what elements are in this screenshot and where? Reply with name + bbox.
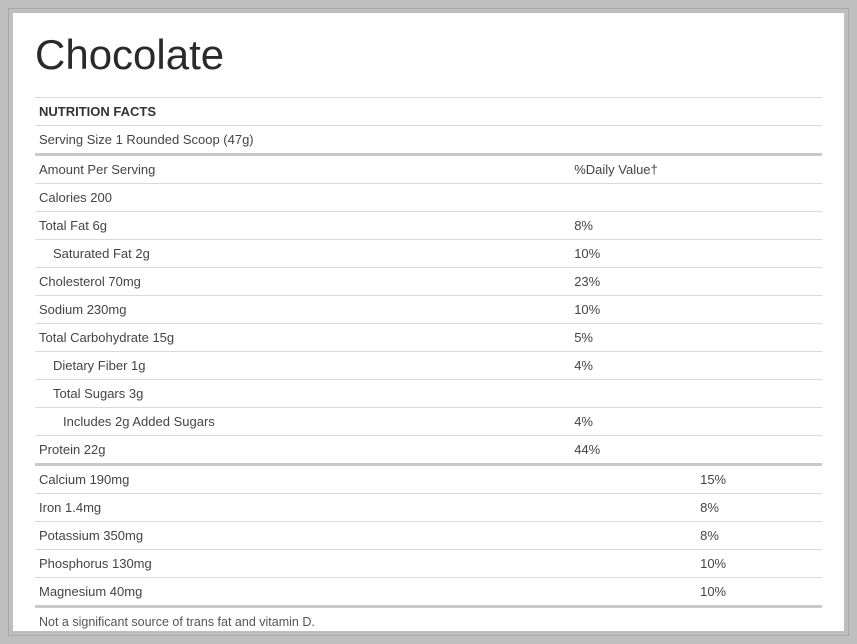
empty-cell bbox=[570, 550, 696, 578]
serving-size: Serving Size 1 Rounded Scoop (47g) bbox=[35, 126, 822, 155]
empty-cell bbox=[696, 212, 822, 240]
nutrient-label: Cholesterol 70mg bbox=[35, 268, 570, 296]
nutrient-row: Total Carbohydrate 15g5% bbox=[35, 324, 822, 352]
empty-cell bbox=[696, 408, 822, 436]
nutrient-dv: 5% bbox=[570, 324, 696, 352]
empty-cell bbox=[570, 578, 696, 607]
footnote-row: Not a significant source of trans fat an… bbox=[35, 607, 822, 632]
nutrient-label: Dietary Fiber 1g bbox=[35, 352, 570, 380]
nutrient-label: Total Sugars 3g bbox=[35, 380, 570, 408]
mineral-dv: 10% bbox=[696, 578, 822, 607]
nutrient-dv bbox=[570, 380, 696, 408]
amount-header-row: Amount Per Serving%Daily Value† bbox=[35, 155, 822, 184]
nutrient-label: Calories 200 bbox=[35, 184, 570, 212]
empty-cell bbox=[696, 184, 822, 212]
mineral-dv: 8% bbox=[696, 522, 822, 550]
nutrient-dv: 8% bbox=[570, 212, 696, 240]
nutrient-row: Total Sugars 3g bbox=[35, 380, 822, 408]
serving-row: Serving Size 1 Rounded Scoop (47g) bbox=[35, 126, 822, 155]
nutrient-dv: 10% bbox=[570, 240, 696, 268]
empty-cell bbox=[696, 324, 822, 352]
nutrient-row: Sodium 230mg10% bbox=[35, 296, 822, 324]
product-title: Chocolate bbox=[35, 31, 822, 79]
nutrient-label: Sodium 230mg bbox=[35, 296, 570, 324]
empty-cell bbox=[570, 465, 696, 494]
empty-cell bbox=[696, 155, 822, 184]
mineral-label: Calcium 190mg bbox=[35, 465, 570, 494]
mineral-row: Phosphorus 130mg 10% bbox=[35, 550, 822, 578]
mineral-label: Magnesium 40mg bbox=[35, 578, 570, 607]
empty-cell bbox=[696, 268, 822, 296]
empty-cell bbox=[570, 522, 696, 550]
empty-cell bbox=[696, 352, 822, 380]
nutrient-row: Dietary Fiber 1g4% bbox=[35, 352, 822, 380]
mineral-label: Iron 1.4mg bbox=[35, 494, 570, 522]
nutrition-facts-header: NUTRITION FACTS bbox=[35, 98, 822, 126]
mineral-row: Potassium 350mg 8% bbox=[35, 522, 822, 550]
nutrient-dv: 10% bbox=[570, 296, 696, 324]
nutrient-dv: 4% bbox=[570, 408, 696, 436]
window-frame: Chocolate NUTRITION FACTSServing Size 1 … bbox=[8, 8, 849, 636]
footnote: Not a significant source of trans fat an… bbox=[35, 607, 822, 632]
content-panel[interactable]: Chocolate NUTRITION FACTSServing Size 1 … bbox=[13, 13, 844, 631]
empty-cell bbox=[696, 296, 822, 324]
nutrient-label: Total Carbohydrate 15g bbox=[35, 324, 570, 352]
nutrient-row: Total Fat 6g8% bbox=[35, 212, 822, 240]
mineral-row: Calcium 190mg 15% bbox=[35, 465, 822, 494]
nutrient-dv bbox=[570, 184, 696, 212]
mineral-row: Iron 1.4mg 8% bbox=[35, 494, 822, 522]
nutrient-row: Calories 200 bbox=[35, 184, 822, 212]
amount-per-serving-label: Amount Per Serving bbox=[35, 155, 570, 184]
mineral-row: Magnesium 40mg 10% bbox=[35, 578, 822, 607]
mineral-label: Potassium 350mg bbox=[35, 522, 570, 550]
daily-value-header: %Daily Value† bbox=[570, 155, 696, 184]
nutrient-row: Cholesterol 70mg23% bbox=[35, 268, 822, 296]
nutrient-dv: 23% bbox=[570, 268, 696, 296]
header-row: NUTRITION FACTS bbox=[35, 98, 822, 126]
empty-cell bbox=[696, 436, 822, 465]
nutrient-label: Protein 22g bbox=[35, 436, 570, 465]
mineral-label: Phosphorus 130mg bbox=[35, 550, 570, 578]
empty-cell bbox=[570, 494, 696, 522]
mineral-dv: 10% bbox=[696, 550, 822, 578]
nutrient-label: Total Fat 6g bbox=[35, 212, 570, 240]
nutrient-row: Includes 2g Added Sugars4% bbox=[35, 408, 822, 436]
nutrient-dv: 4% bbox=[570, 352, 696, 380]
mineral-dv: 8% bbox=[696, 494, 822, 522]
nutrition-facts-table: NUTRITION FACTSServing Size 1 Rounded Sc… bbox=[35, 97, 822, 631]
nutrient-row: Saturated Fat 2g10% bbox=[35, 240, 822, 268]
nutrient-label: Includes 2g Added Sugars bbox=[35, 408, 570, 436]
mineral-dv: 15% bbox=[696, 465, 822, 494]
nutrient-dv: 44% bbox=[570, 436, 696, 465]
empty-cell bbox=[696, 240, 822, 268]
nutrient-row: Protein 22g44% bbox=[35, 436, 822, 465]
nutrient-label: Saturated Fat 2g bbox=[35, 240, 570, 268]
empty-cell bbox=[696, 380, 822, 408]
